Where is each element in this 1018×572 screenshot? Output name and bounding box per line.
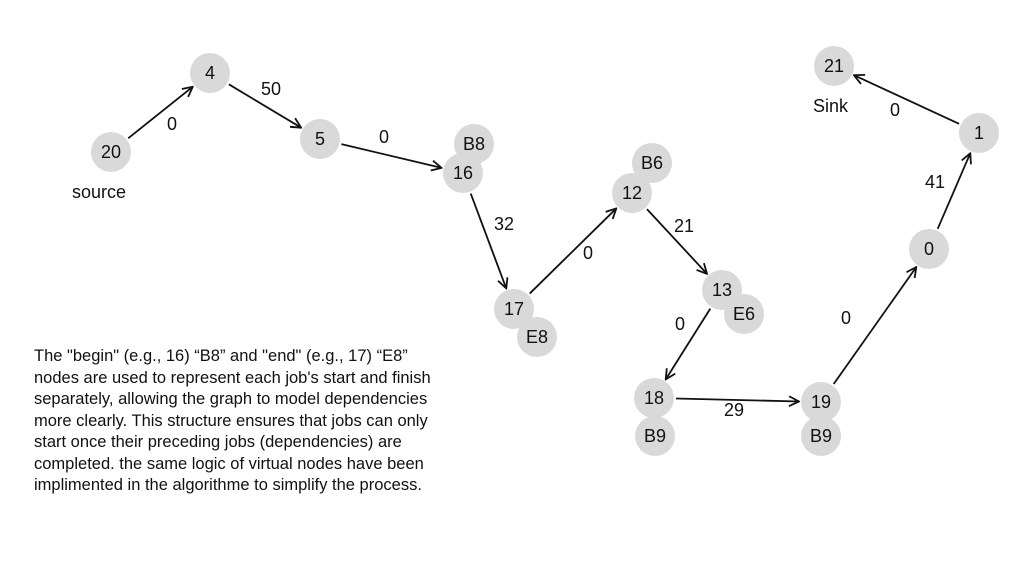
node-b9: B9 [801,416,841,456]
node-circle [635,416,675,456]
edge-weight-label: 50 [261,79,281,99]
description-text: The "begin" (e.g., 16) “B8” and "end" (e… [34,347,431,494]
edge-4-to-5 [228,83,301,127]
node-0: 0 [909,229,949,269]
node-circle [801,382,841,422]
edge-19-to-0 [832,267,917,385]
node-circle [300,119,340,159]
node-label: B9 [644,426,666,446]
node-label: B9 [810,426,832,446]
edges [127,75,971,402]
edge-weight-label: 32 [494,214,514,234]
node-circle [959,113,999,153]
node-4: 4 [190,53,230,93]
edge-weight-label: 0 [890,100,900,120]
node-label: 1 [974,123,984,143]
node-circle [517,317,557,357]
node-label: 0 [924,239,934,259]
node-label: 12 [622,183,642,203]
node-label: 19 [811,392,831,412]
node-e6: E6 [724,294,764,334]
edge-weight-label: 21 [674,216,694,236]
node-circle [91,132,131,172]
node-b9: B9 [635,416,675,456]
node-label: 5 [315,129,325,149]
node-5: 5 [300,119,340,159]
node-label: 18 [644,388,664,408]
node-label: E8 [526,327,548,347]
node-circle [190,53,230,93]
edge-weight-label: 0 [583,243,593,263]
node-label: 4 [205,63,215,83]
node-label: E6 [733,304,755,324]
node-label: 21 [824,56,844,76]
node-12: 12 [612,173,652,213]
edge-17-to-12 [529,208,617,295]
node-17: 17 [494,289,534,329]
node-b6: B6 [632,143,672,183]
node-20: 20 [91,132,131,172]
edge-5-to-16 [341,143,441,168]
node-circle [634,378,674,418]
node-e8: E8 [517,317,557,357]
node-label: 17 [504,299,524,319]
edge-weight-label: 29 [724,400,744,420]
node-circle [612,173,652,213]
node-label: B6 [641,153,663,173]
edge-1-to-21 [854,75,960,125]
node-circle [814,46,854,86]
node-circle [443,153,483,193]
node-21: 21 [814,46,854,86]
edge-0-to-1 [936,153,971,230]
node-circle [724,294,764,334]
edge-weight-label: 0 [841,308,851,328]
source-caption: source [72,182,127,202]
node-19: 19 [801,382,841,422]
edge-weight-label: 0 [675,314,685,334]
edge-12-to-13 [646,208,707,274]
node-1: 1 [959,113,999,153]
edge-20-to-4 [127,87,193,139]
edge-16-to-17 [469,193,507,289]
edge-weight-label: 0 [379,127,389,147]
node-circle [494,289,534,329]
node-16: 16 [443,153,483,193]
node-circle [909,229,949,269]
edge-weight-label: 0 [167,114,177,134]
node-label: B8 [463,134,485,154]
node-label: 16 [453,163,473,183]
node-circle [632,143,672,183]
edge-18-to-19 [675,399,799,402]
node-18: 18 [634,378,674,418]
edge-weight-label: 41 [925,172,945,192]
node-circle [801,416,841,456]
node-label: 20 [101,142,121,162]
edge-13-to-18 [666,308,712,380]
node-label: 13 [712,280,732,300]
sink-caption: Sink [813,96,849,116]
